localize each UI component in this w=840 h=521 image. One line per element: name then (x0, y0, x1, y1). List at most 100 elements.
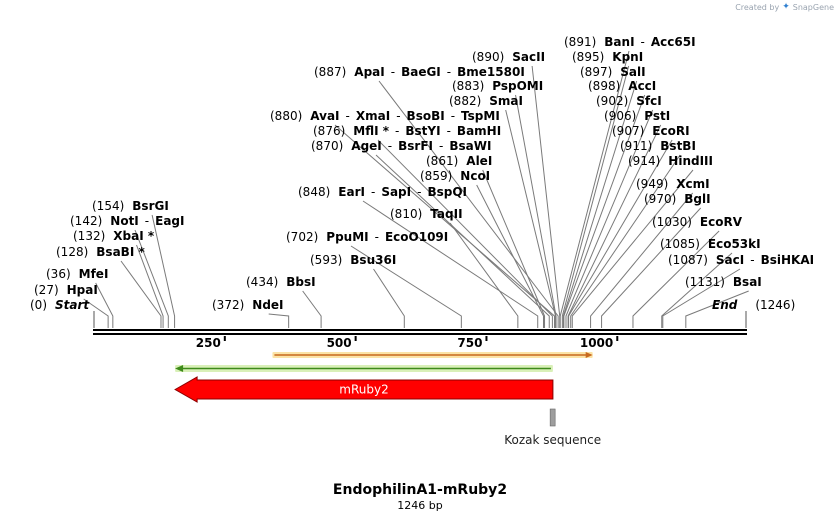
site-label-mfli: (876) MflI * - BstYI - BamHI (313, 124, 501, 138)
site-name: MflI * (353, 124, 389, 138)
site-label-bsu36i: (593) Bsu36I (310, 253, 396, 267)
site-name: PspOMI (492, 79, 543, 93)
site-name: BbsI (286, 275, 315, 289)
site-connector (482, 169, 546, 328)
site-label-hindiii: (914) HindIII (628, 154, 713, 168)
name-separator: - (388, 139, 392, 153)
site-connector (685, 290, 749, 328)
site-name: BsaBI * (96, 245, 145, 259)
name-separator: - (395, 124, 399, 138)
site-position: (911) (620, 139, 652, 153)
site-position: (882) (449, 94, 481, 108)
site-name: SfcI (636, 94, 661, 108)
site-name: BsrFI (398, 139, 433, 153)
site-connector (83, 298, 109, 328)
site-name: EcoO109I (385, 230, 448, 244)
site-name: Bsu36I (350, 253, 396, 267)
site-connector (375, 154, 550, 328)
site-name: BsiHKAI (761, 253, 815, 267)
site-connector (268, 313, 290, 328)
site-name: BspQI (427, 185, 467, 199)
ruler-tick (616, 336, 619, 341)
site-name: PpuMI (326, 230, 368, 244)
site-connector (151, 214, 176, 328)
site-name: Start (55, 298, 90, 312)
site-position: (870) (311, 139, 343, 153)
name-separator: - (750, 253, 754, 267)
site-name: HpaI (67, 283, 98, 297)
site-name: HindIII (668, 154, 713, 168)
site-position: (949) (636, 177, 668, 191)
site-position: (1131) (685, 275, 725, 289)
site-name: NdeI (252, 298, 283, 312)
site-name: EcoRI (652, 124, 689, 138)
mruby2-feature-label: mRuby2 (339, 383, 388, 397)
site-label-bani: (891) BanI - Acc65I (564, 35, 696, 49)
site-label-ecori: (907) EcoRI (612, 124, 690, 138)
site-position: (895) (572, 50, 604, 64)
site-name: NotI (110, 214, 139, 228)
site-position: (36) (46, 267, 71, 281)
name-separator: - (375, 230, 379, 244)
site-name: KpnI (612, 50, 643, 64)
site-name: MfeI (79, 267, 109, 281)
site-name: AleI (466, 154, 492, 168)
site-connector (134, 229, 169, 328)
site-position: (898) (588, 79, 620, 93)
backbone-bottom-strand (93, 333, 747, 335)
backbone-top-strand (93, 329, 747, 331)
site-name: Bme1580I (457, 65, 525, 79)
site-label-sali: (897) SalI (580, 65, 646, 79)
ruler-tick-label: 1000 (580, 336, 613, 350)
site-name: SalI (620, 65, 645, 79)
watermark-brand: SnapGene (792, 2, 834, 12)
site-label-xbai: (132) XbaI * (73, 229, 155, 243)
site-label-ncoi: (859) NcoI (420, 169, 490, 183)
site-position: (906) (604, 109, 636, 123)
site-name: AvaI (310, 109, 339, 123)
site-name: BamHI (457, 124, 501, 138)
name-separator: - (439, 139, 443, 153)
sequence-title: EndophilinA1-mRuby2 (332, 482, 508, 498)
site-connectors (83, 50, 749, 328)
site-label-avai: (880) AvaI - XmaI - BsoBI - TspMI (270, 109, 500, 123)
site-position: (890) (472, 50, 504, 64)
site-position: (702) (286, 230, 318, 244)
site-connector (661, 252, 733, 328)
site-name: BanI (604, 35, 634, 49)
site-label-kpni: (895) KpnI (572, 50, 643, 64)
site-connector (362, 200, 539, 328)
name-separator: - (447, 124, 451, 138)
site-name: XcmI (676, 177, 709, 191)
site-label-sfci: (902) SfcI (596, 94, 662, 108)
site-connector (350, 245, 462, 328)
site-label-bstbi: (911) BstBI (620, 139, 696, 153)
site-position: (861) (426, 154, 458, 168)
site-position: (128) (56, 245, 88, 259)
site-name: EcoRV (700, 215, 743, 229)
site-label-ecorv: (1030) EcoRV (652, 215, 743, 229)
name-separator: - (447, 65, 451, 79)
site-position: (1087) (668, 253, 708, 267)
site-position: (907) (612, 124, 644, 138)
site-label-pspomi: (883) PspOMI (452, 79, 543, 93)
site-connector (662, 268, 741, 328)
site-position: (902) (596, 94, 628, 108)
site-label-ppumi: (702) PpuMI - EcoO109I (286, 230, 448, 244)
site-position: (27) (34, 283, 59, 297)
site-position: (372) (212, 298, 244, 312)
site-position: (970) (644, 192, 676, 206)
site-label-xcmi: (949) XcmI (636, 177, 710, 191)
site-position: (142) (70, 214, 102, 228)
site-connector (571, 169, 694, 328)
ruler-ticks: 250 500 750 1000 (196, 336, 619, 350)
site-connector (334, 124, 555, 328)
site-name: Eco53kI (708, 237, 761, 251)
site-name: BaeGI (401, 65, 441, 79)
site-name: SmaI (489, 94, 523, 108)
site-name: EagI (155, 214, 184, 228)
site-position: (914) (628, 154, 660, 168)
site-label-bgli: (970) BglI (644, 192, 711, 206)
name-separator: - (145, 214, 149, 228)
features: mRuby2 Kozak sequence (174, 352, 601, 447)
